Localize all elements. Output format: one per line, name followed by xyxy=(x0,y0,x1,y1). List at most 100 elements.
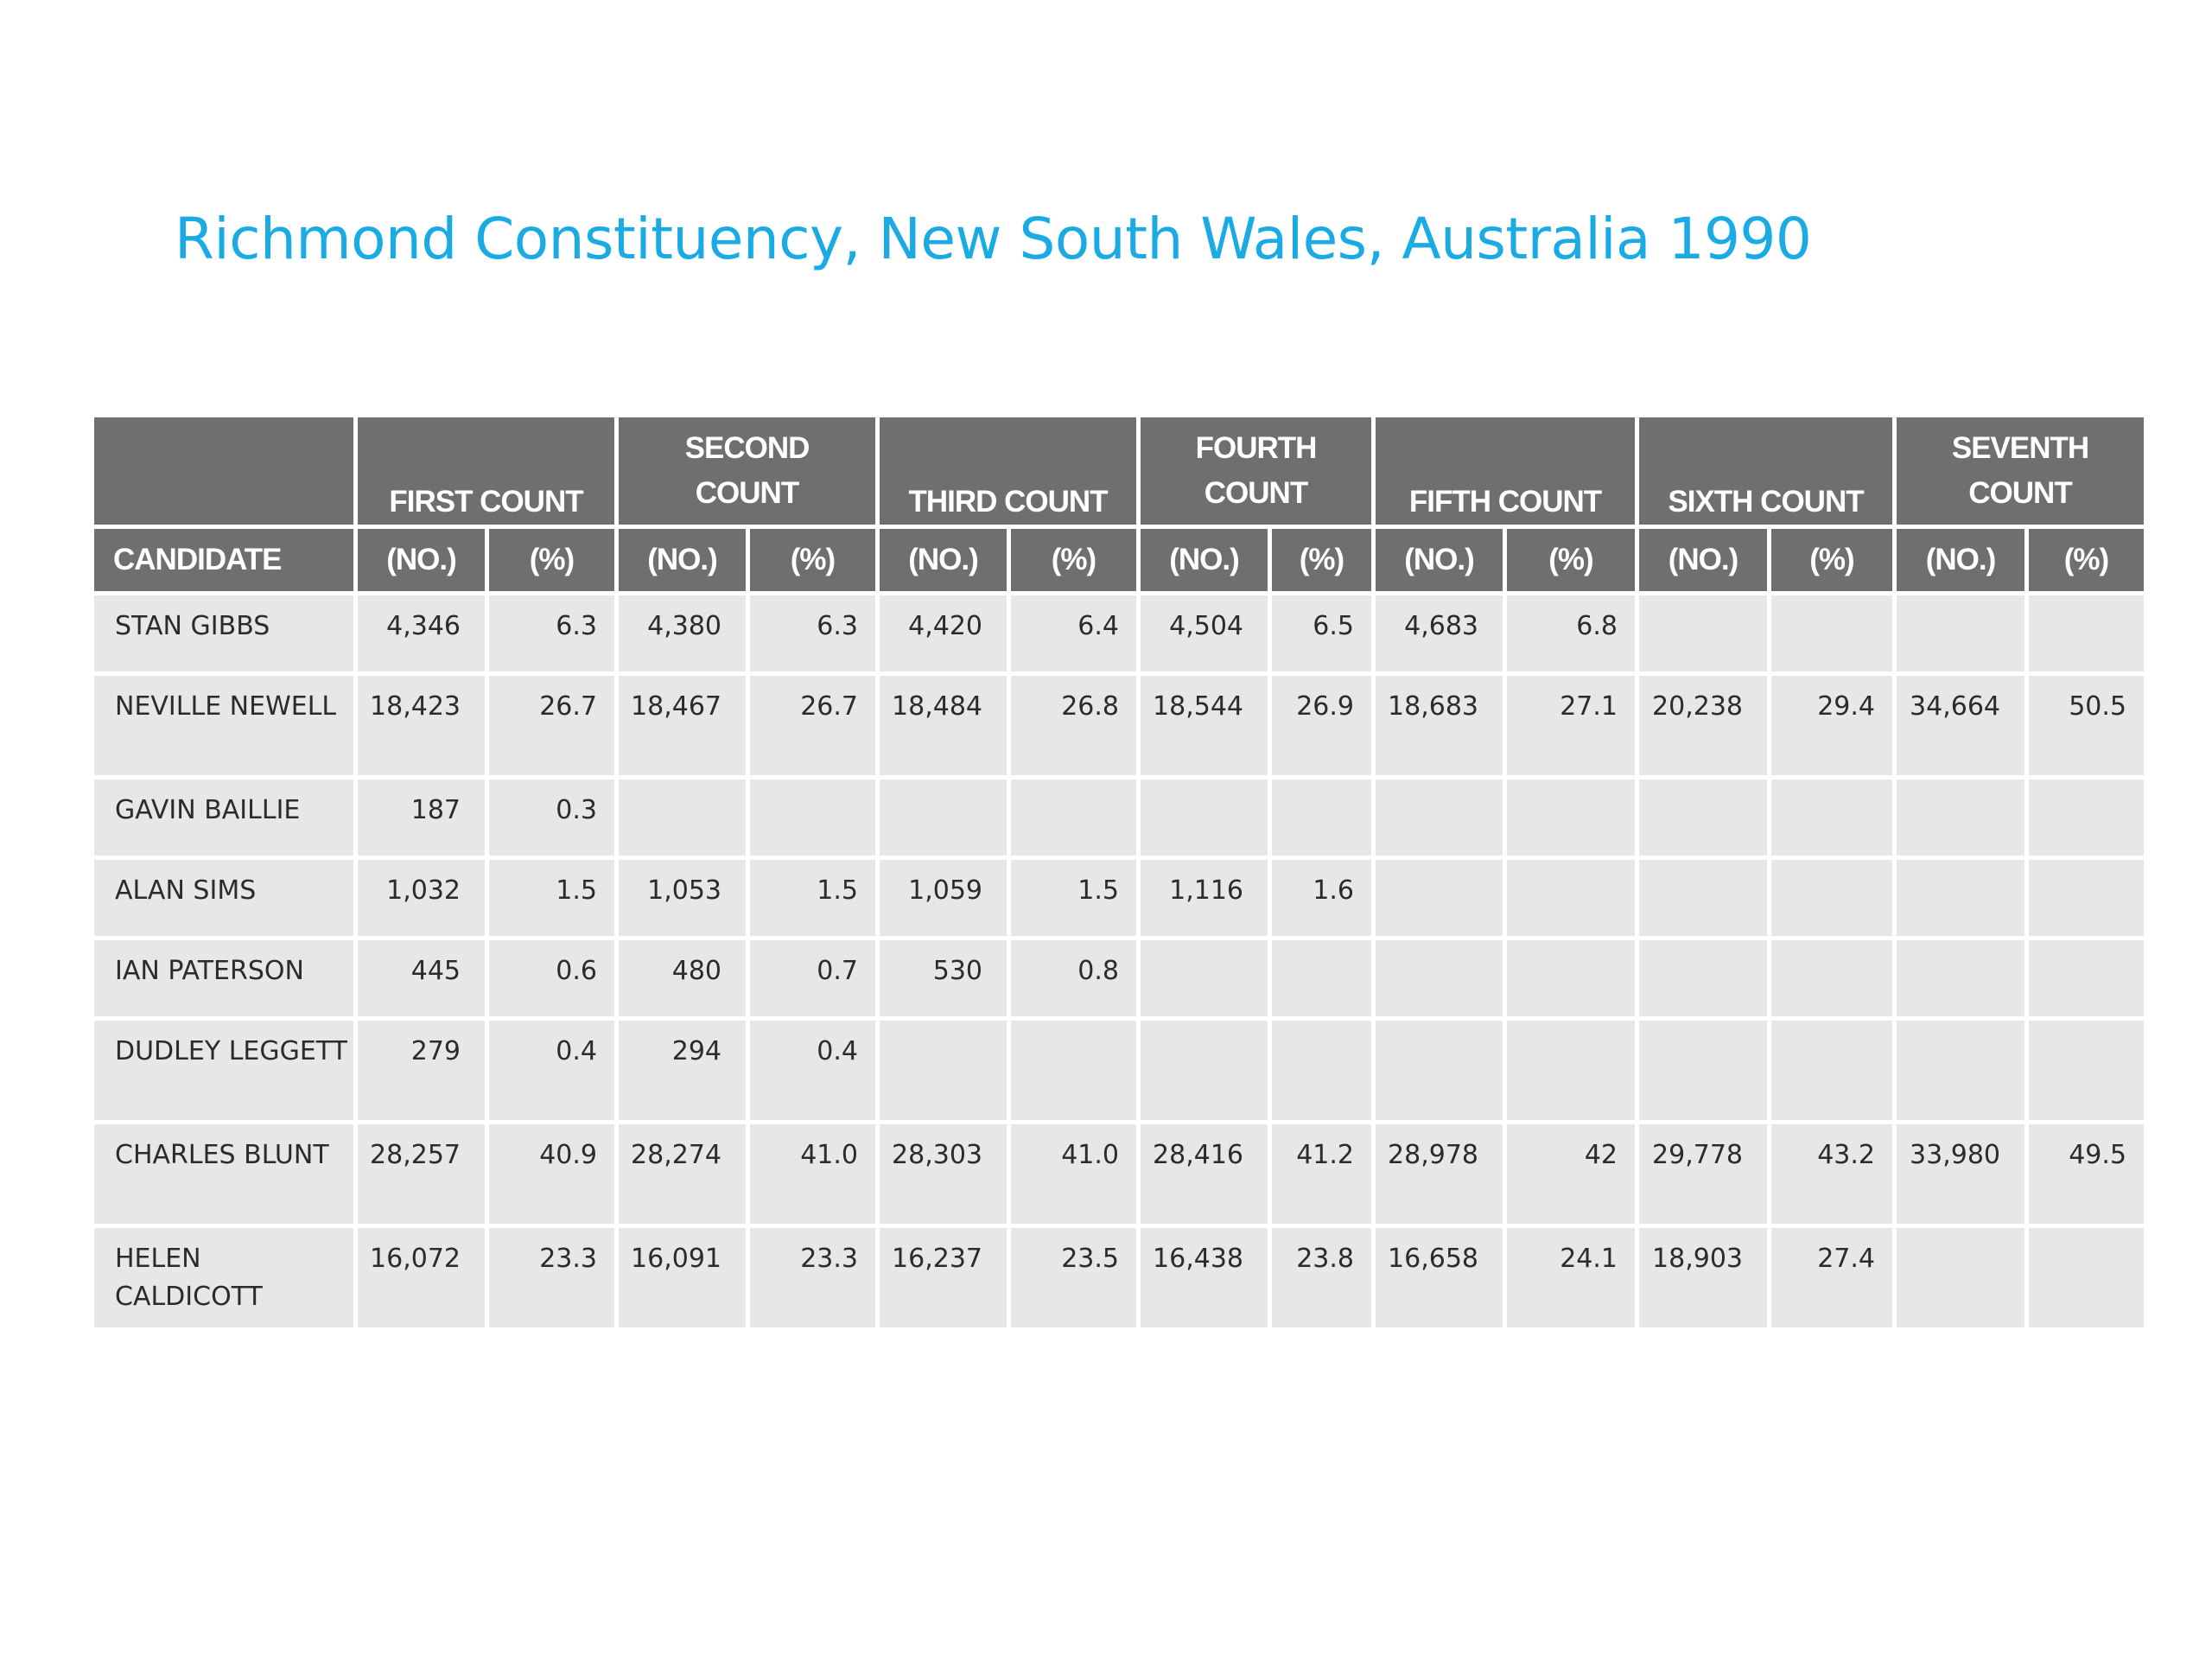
vote-count-cell xyxy=(1892,591,2029,676)
subheader-number: (NO.) xyxy=(1892,525,2029,595)
vote-percent-cell xyxy=(1767,936,1897,1021)
table-row: IAN PATERSON 445 0.6 480 0.7 530 0.8 xyxy=(90,936,2148,1021)
vote-percent-cell: 6.3 xyxy=(485,591,619,676)
vote-percent-cell: 26.7 xyxy=(746,671,880,780)
subheader-number: (NO.) xyxy=(614,525,750,595)
vote-count-cell: 18,484 xyxy=(875,671,1011,780)
candidate-name: DUDLEY LEGGETT xyxy=(90,1016,358,1124)
vote-percent-cell: 50.5 xyxy=(2024,671,2148,780)
vote-count-cell: 28,978 xyxy=(1371,1120,1507,1228)
vote-percent-cell: 26.7 xyxy=(485,671,619,780)
vote-count-cell: 480 xyxy=(614,936,750,1021)
vote-percent-cell: 1.5 xyxy=(746,856,880,940)
vote-count-cell: 530 xyxy=(875,936,1011,1021)
candidate-name: NEVILLE NEWELL xyxy=(90,671,358,780)
vote-percent-cell xyxy=(746,775,880,860)
vote-percent-cell xyxy=(1503,936,1639,1021)
vote-count-cell xyxy=(1892,1016,2029,1124)
vote-count-cell xyxy=(1136,936,1272,1021)
subheader-number: (NO.) xyxy=(1371,525,1507,595)
vote-percent-cell: 23.5 xyxy=(1007,1224,1141,1332)
vote-percent-cell xyxy=(1503,1016,1639,1124)
vote-percent-cell xyxy=(2024,936,2148,1021)
vote-percent-cell xyxy=(1767,591,1897,676)
subheader-percent: (%) xyxy=(1503,525,1639,595)
vote-percent-cell: 0.6 xyxy=(485,936,619,1021)
vote-count-cell xyxy=(1371,856,1507,940)
candidate-header: CANDIDATE xyxy=(90,525,358,595)
vote-count-cell xyxy=(1892,856,2029,940)
vote-count-cell xyxy=(875,775,1011,860)
vote-percent-cell: 0.4 xyxy=(485,1016,619,1124)
vote-count-cell: 29,778 xyxy=(1635,1120,1771,1228)
table-body: STAN GIBBS 4,346 6.3 4,380 6.3 4,420 6.4 4,504 6… xyxy=(90,591,2148,1332)
vote-percent-cell: 41.0 xyxy=(1007,1120,1141,1228)
subheader-percent: (%) xyxy=(1007,525,1141,595)
vote-percent-cell xyxy=(1503,856,1639,940)
vote-count-cell xyxy=(1892,936,2029,1021)
subheader-number: (NO.) xyxy=(1136,525,1272,595)
vote-count-cell: 28,303 xyxy=(875,1120,1011,1228)
subheader-percent: (%) xyxy=(1268,525,1376,595)
vote-count-cell: 16,072 xyxy=(353,1224,489,1332)
subheader-percent: (%) xyxy=(2024,525,2148,595)
vote-count-cell: 445 xyxy=(353,936,489,1021)
vote-percent-cell: 6.4 xyxy=(1007,591,1141,676)
vote-percent-cell: 23.3 xyxy=(746,1224,880,1332)
vote-percent-cell xyxy=(1007,775,1141,860)
vote-count-cell: 18,423 xyxy=(353,671,489,780)
vote-count-cell: 1,059 xyxy=(875,856,1011,940)
vote-count-cell: 28,274 xyxy=(614,1120,750,1228)
vote-percent-cell: 24.1 xyxy=(1503,1224,1639,1332)
header-second-count: SECOND COUNT xyxy=(614,413,880,529)
subheader-number: (NO.) xyxy=(1635,525,1771,595)
vote-percent-cell: 43.2 xyxy=(1767,1120,1897,1228)
vote-count-cell: 16,237 xyxy=(875,1224,1011,1332)
subheader-percent: (%) xyxy=(1767,525,1897,595)
vote-count-cell: 18,544 xyxy=(1136,671,1272,780)
vote-count-cell xyxy=(1635,591,1771,676)
vote-percent-cell: 1.5 xyxy=(485,856,619,940)
vote-percent-cell: 6.5 xyxy=(1268,591,1376,676)
vote-count-cell: 279 xyxy=(353,1016,489,1124)
vote-count-cell: 33,980 xyxy=(1892,1120,2029,1228)
vote-count-cell: 4,683 xyxy=(1371,591,1507,676)
vote-percent-cell: 0.3 xyxy=(485,775,619,860)
subheader-percent: (%) xyxy=(485,525,619,595)
vote-count-cell xyxy=(1371,1016,1507,1124)
vote-percent-cell xyxy=(1767,856,1897,940)
vote-count-cell xyxy=(1371,936,1507,1021)
table-row: ALAN SIMS 1,032 1.5 1,053 1.5 1,059 1.5 1,116 1.… xyxy=(90,856,2148,940)
table-row: GAVIN BAILLIE 187 0.3 xyxy=(90,775,2148,860)
candidate-name: GAVIN BAILLIE xyxy=(90,775,358,860)
vote-count-cell: 16,658 xyxy=(1371,1224,1507,1332)
vote-count-cell: 4,380 xyxy=(614,591,750,676)
vote-percent-cell xyxy=(2024,775,2148,860)
table-row: CHARLES BLUNT 28,257 40.9 28,274 41.0 28,303 4… xyxy=(90,1120,2148,1228)
vote-count-cell: 16,438 xyxy=(1136,1224,1272,1332)
vote-count-cell xyxy=(1371,775,1507,860)
vote-count-cell xyxy=(875,1016,1011,1124)
vote-percent-cell xyxy=(1767,775,1897,860)
vote-count-cell xyxy=(1635,1016,1771,1124)
candidate-name: CHARLES BLUNT xyxy=(90,1120,358,1228)
candidate-name: IAN PATERSON xyxy=(90,936,358,1021)
header-first-count: FIRST COUNT xyxy=(353,413,619,529)
subheader-number: (NO.) xyxy=(875,525,1011,595)
vote-percent-cell: 27.4 xyxy=(1767,1224,1897,1332)
vote-percent-cell: 42 xyxy=(1503,1120,1639,1228)
vote-percent-cell: 0.8 xyxy=(1007,936,1141,1021)
vote-count-cell: 187 xyxy=(353,775,489,860)
vote-percent-cell: 26.8 xyxy=(1007,671,1141,780)
vote-percent-cell: 27.1 xyxy=(1503,671,1639,780)
vote-percent-cell xyxy=(1268,936,1376,1021)
table-row: HELEN CALDICOTT 16,072 23.3 16,091 23.3 16,23… xyxy=(90,1224,2148,1332)
results-table: FIRST COUNT SECOND COUNT THIRD COUNT FOU… xyxy=(90,413,2148,1332)
vote-percent-cell: 40.9 xyxy=(485,1120,619,1228)
vote-percent-cell: 26.9 xyxy=(1268,671,1376,780)
vote-percent-cell xyxy=(2024,1224,2148,1332)
vote-count-cell: 20,238 xyxy=(1635,671,1771,780)
vote-count-cell xyxy=(1136,1016,1272,1124)
vote-count-cell: 1,116 xyxy=(1136,856,1272,940)
header-fourth-count: FOURTH COUNT xyxy=(1136,413,1376,529)
